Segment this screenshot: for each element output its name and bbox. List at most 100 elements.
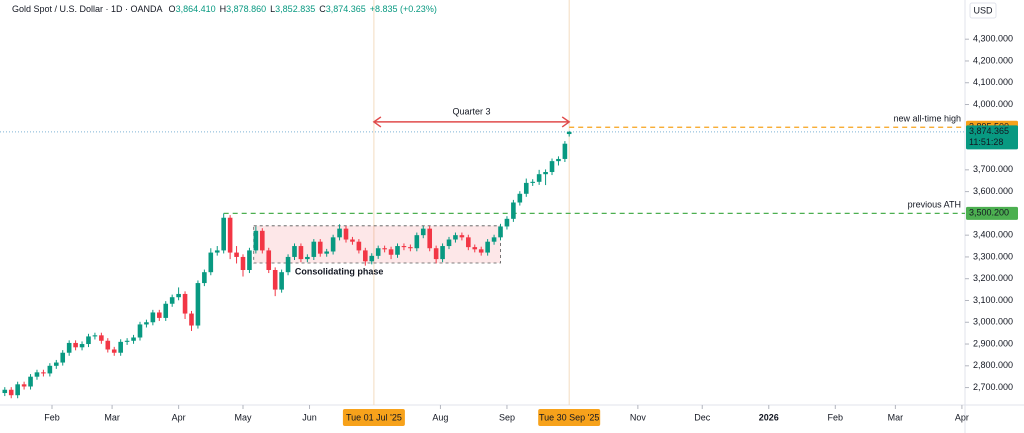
candle-body: [208, 252, 214, 273]
candle-body: [498, 226, 503, 238]
candle-body: [189, 313, 194, 326]
candle-body: [566, 131, 572, 135]
x-tick-label: Feb: [828, 412, 844, 422]
candle-body: [375, 248, 381, 256]
candle-body: [408, 247, 413, 249]
candle-body: [79, 344, 85, 348]
x-tick-label: Jun: [302, 412, 317, 422]
candle-body: [433, 248, 439, 260]
candle-body: [227, 217, 233, 253]
candle-body: [272, 270, 278, 290]
last-price-box: [966, 125, 1018, 150]
candle-body: [21, 384, 27, 387]
candle-body: [234, 252, 239, 257]
candle-body: [356, 241, 362, 251]
currency-label: USD: [973, 5, 993, 15]
level-price-label: 3,500.200: [969, 208, 1009, 218]
candle-body: [195, 283, 201, 326]
candle-body: [478, 249, 484, 253]
x-tick-label: Aug: [432, 412, 448, 422]
candle-body: [556, 158, 561, 162]
x-tick-label: 2026: [759, 412, 779, 422]
candle-body: [41, 372, 46, 374]
date-marker-box: [538, 409, 601, 426]
range-label: Quarter 3: [453, 106, 491, 116]
y-tick-label: 3,100.000: [973, 295, 1013, 305]
candle-body: [124, 340, 130, 342]
x-tick-label: May: [234, 412, 252, 422]
candle-body: [491, 237, 497, 242]
candle-body: [118, 341, 123, 353]
x-tick-label: Nov: [630, 412, 647, 422]
candle-body: [337, 228, 342, 238]
candle-body: [266, 250, 272, 270]
x-tick-label: Apr: [172, 412, 186, 422]
candle-body: [446, 239, 452, 247]
candle-body: [105, 340, 111, 350]
candle-body: [157, 312, 162, 318]
candle-body: [260, 230, 265, 251]
candle-body: [414, 235, 420, 249]
candle-body: [144, 322, 149, 325]
candle-body: [343, 228, 349, 240]
candle-body: [504, 218, 510, 227]
date-marker-box: [342, 409, 405, 426]
candle-body: [453, 235, 458, 240]
ohlc-key: O: [169, 4, 176, 14]
y-tick-label: 3,600.000: [973, 186, 1013, 196]
y-tick-label: 2,800.000: [973, 360, 1013, 370]
candle-body: [253, 230, 259, 251]
candle-body: [214, 250, 220, 253]
x-tick-label: Dec: [694, 412, 711, 422]
countdown-label: 11:51:28: [969, 137, 1003, 147]
y-tick-label: 3,200.000: [973, 273, 1013, 283]
candle-body: [298, 246, 304, 260]
candle-body: [363, 250, 368, 262]
candle-body: [562, 143, 568, 159]
candle-body: [324, 251, 329, 254]
candle-body: [305, 256, 310, 260]
candle-body: [240, 256, 246, 270]
candle-body: [28, 376, 33, 387]
candle-body: [47, 365, 53, 374]
y-tick-label: 4,100.000: [973, 77, 1013, 87]
candle-body: [86, 336, 91, 345]
ohlc-value: 3,852.835: [275, 4, 315, 14]
candle-body: [472, 247, 478, 250]
candle-body: [382, 248, 387, 250]
candle-body: [530, 181, 536, 183]
candle-body: [150, 312, 156, 323]
candle-body: [15, 384, 20, 396]
candle-body: [60, 352, 66, 363]
chart-title: Gold Spot / U.S. Dollar · 1D · OANDA: [12, 4, 163, 14]
candle-body: [34, 372, 40, 377]
candle-body: [99, 335, 104, 341]
currency-box: [969, 2, 997, 19]
candle-body: [163, 303, 169, 318]
candle-body: [420, 228, 426, 236]
candle-body: [131, 337, 136, 341]
price-change: +8.835 (+0.23%): [370, 4, 437, 14]
consolidation-zone: [253, 225, 501, 264]
candle-body: [285, 256, 291, 273]
candle-body: [176, 293, 181, 298]
candle-body: [369, 255, 375, 262]
chart-header: Gold Spot / U.S. Dollar · 1D · OANDA O 3,8…: [12, 4, 437, 14]
ohlc-value: 3,878.860: [226, 4, 266, 14]
candle-body: [292, 246, 297, 257]
candle-body: [543, 172, 548, 175]
candle-body: [182, 293, 188, 314]
candle-body: [440, 246, 445, 260]
candle-body: [53, 362, 59, 366]
candle-body: [221, 217, 226, 251]
candle-body: [401, 246, 407, 248]
y-tick-label: 2,700.000: [973, 382, 1013, 392]
ohlc-key: H: [220, 4, 227, 14]
candle-body: [111, 349, 117, 353]
candle-body: [247, 250, 252, 270]
candle-body: [466, 237, 471, 248]
arrow-head: [372, 116, 382, 128]
ohlc-key: C: [319, 4, 326, 14]
candle-body: [169, 297, 175, 304]
